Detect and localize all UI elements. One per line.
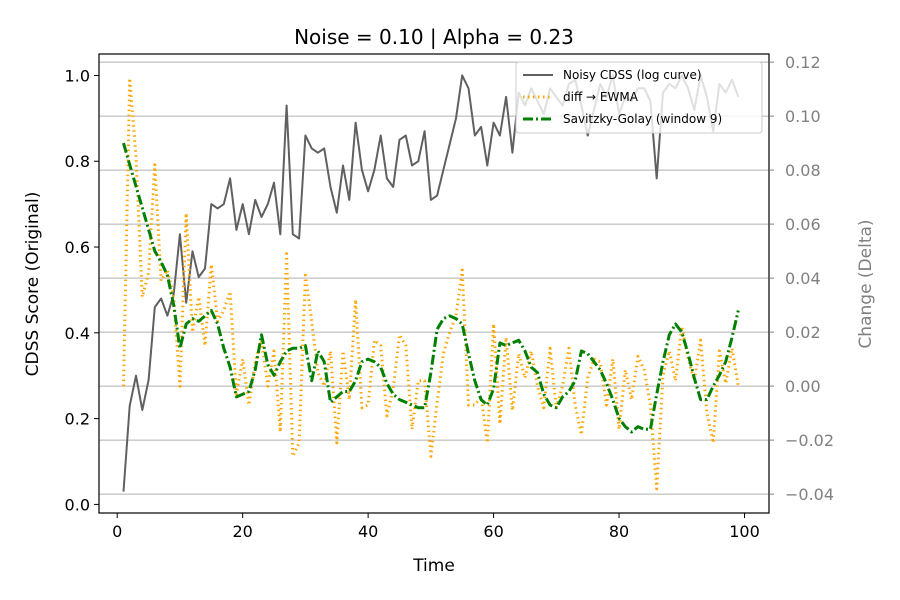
legend-label-noisy: Noisy CDSS (log curve) [563, 68, 702, 82]
y-right-tick-label-6: 0.08 [785, 161, 821, 180]
y-right-tick-label-4: 0.04 [785, 269, 821, 288]
y-axis-label-right: Change (Delta) [856, 219, 876, 348]
left-axis: 0.0 0.2 0.4 0.6 0.8 1.0 [65, 66, 99, 514]
x-tick-label-4: 80 [609, 522, 629, 541]
x-axis-label: Time [412, 556, 455, 576]
right-axis: −0.04 −0.02 0.00 0.02 0.04 0.06 0.08 0.10 0.12 [769, 53, 834, 504]
legend: Noisy CDSS (log curve) diff → EWMA Savit… [515, 61, 763, 134]
legend-box [515, 61, 763, 134]
plot-frame [98, 53, 770, 514]
x-tick-label-0: 0 [112, 522, 122, 541]
x-tick-label-1: 20 [232, 522, 252, 541]
y-right-tick-label-7: 0.10 [785, 107, 821, 126]
series-line-2 [122, 142, 740, 434]
legend-label-savgol: Savitzky-Golay (window 9) [563, 112, 722, 126]
x-tick-label-3: 60 [483, 522, 503, 541]
x-tick-label-5: 100 [729, 522, 760, 541]
y-right-tick-label-8: 0.12 [785, 53, 821, 72]
chart-title: Noise = 0.10 | Alpha = 0.23 [294, 25, 574, 49]
y-left-tick-label-5: 1.0 [65, 66, 90, 85]
y-right-tick-label-1: −0.02 [785, 431, 834, 450]
y-axis-label-left: CDSS Score (Original) [23, 192, 43, 377]
y-right-tick-label-0: −0.04 [785, 485, 834, 504]
y-left-tick-label-2: 0.4 [65, 324, 90, 343]
y-right-tick-label-5: 0.06 [785, 215, 821, 234]
y-right-tick-label-2: 0.00 [785, 377, 821, 396]
y-left-tick-label-3: 0.6 [65, 238, 90, 257]
x-tick-label-2: 40 [358, 522, 378, 541]
y-left-tick-label-4: 0.8 [65, 152, 90, 171]
y-right-tick-label-3: 0.02 [785, 323, 821, 342]
x-axis: 0 20 40 60 80 100 [112, 513, 760, 541]
series-line-1 [122, 76, 740, 491]
y-left-tick-label-0: 0.0 [65, 495, 90, 514]
legend-label-ewma: diff → EWMA [563, 90, 639, 104]
y-left-tick-label-1: 0.2 [65, 410, 90, 429]
